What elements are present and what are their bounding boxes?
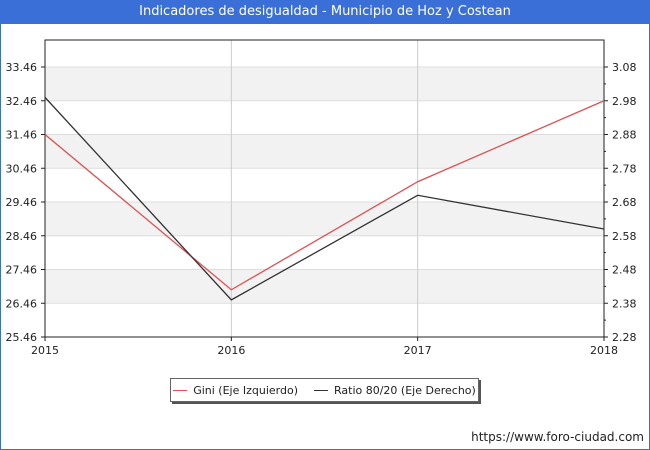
- left-tick-label: 28.46: [6, 230, 38, 243]
- source-credit: https://www.foro-ciudad.com: [471, 430, 644, 444]
- legend-item-gini: Gini (Eje Izquierdo): [173, 384, 298, 397]
- x-tick-label: 2018: [590, 344, 618, 357]
- plot-border: [44, 39, 605, 338]
- right-tick-label: 2.68: [612, 196, 637, 209]
- legend-swatch-gini: [173, 389, 188, 391]
- grid-band: [45, 269, 604, 304]
- x-tick-label: 2015: [31, 344, 59, 357]
- left-tick-label: 25.46: [6, 331, 38, 344]
- right-tick-label: 2.58: [612, 230, 637, 243]
- left-tick-label: 31.46: [6, 129, 38, 142]
- right-tick-label: 2.78: [612, 162, 637, 175]
- legend-label-gini: Gini (Eje Izquierdo): [193, 383, 298, 397]
- grid-band: [45, 134, 604, 169]
- right-tick-label: 2.98: [612, 95, 637, 108]
- left-tick-label: 26.46: [6, 297, 38, 310]
- left-tick-label: 33.46: [6, 61, 38, 74]
- right-tick-label: 2.88: [612, 129, 637, 142]
- legend-item-ratio: Ratio 80/20 (Eje Derecho): [313, 383, 476, 397]
- legend-label-ratio: Ratio 80/20 (Eje Derecho): [333, 383, 476, 397]
- left-tick-label: 32.46: [6, 95, 38, 108]
- right-tick-label: 2.38: [612, 297, 637, 310]
- legend: Gini (Eje Izquierdo) Ratio 80/20 (Eje De…: [170, 378, 479, 402]
- series-line-gini: [44, 100, 605, 291]
- series-line-ratio: [44, 96, 605, 301]
- right-tick-label: 2.48: [612, 264, 637, 277]
- grid-band: [45, 67, 604, 101]
- left-tick-label: 30.46: [6, 162, 38, 175]
- left-tick-label: 27.46: [6, 264, 38, 277]
- x-tick-label: 2017: [404, 344, 432, 357]
- left-tick-label: 29.46: [6, 196, 38, 209]
- x-tick-label: 2016: [217, 344, 245, 357]
- right-tick-label: 2.28: [612, 331, 637, 344]
- right-tick-label: 3.08: [612, 61, 637, 74]
- chart-title: Indicadores de desigualdad - Municipio d…: [0, 0, 650, 24]
- grid-band: [45, 202, 604, 236]
- legend-swatch-ratio: [313, 389, 328, 391]
